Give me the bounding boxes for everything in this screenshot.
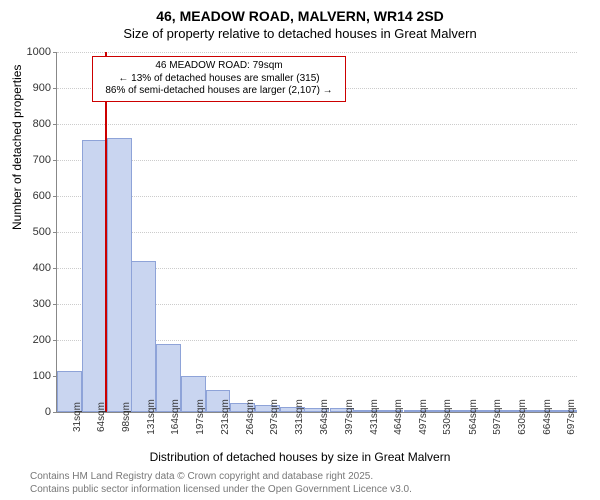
ytick-mark [53,52,57,53]
ytick-label: 300 [11,298,51,310]
footer-line-1: Contains HM Land Registry data © Crown c… [30,470,412,483]
ytick-mark [53,124,57,125]
ytick-label: 500 [11,226,51,238]
xtick-label: 630sqm [517,399,528,435]
annotation-line-1: 46 MEADOW ROAD: 79sqm [99,60,339,73]
grid-line [57,196,577,197]
xtick-label: 397sqm [344,399,355,435]
xtick-label: 564sqm [468,399,479,435]
ytick-mark [53,304,57,305]
ytick-mark [53,340,57,341]
xtick-label: 164sqm [170,399,181,435]
grid-line [57,124,577,125]
title-line-2: Size of property relative to detached ho… [0,24,600,41]
annotation-line-3: 86% of semi-detached houses are larger (… [99,85,339,98]
xtick-label: 497sqm [418,399,429,435]
ytick-label: 700 [11,154,51,166]
ytick-label: 900 [11,82,51,94]
ytick-label: 100 [11,370,51,382]
xtick-label: 364sqm [319,399,330,435]
chart-area: 01002003004005006007008009001000 46 MEAD… [56,52,576,412]
histogram-bar [82,140,107,412]
xtick-label: 98sqm [121,402,132,432]
x-axis-label: Distribution of detached houses by size … [0,450,600,464]
grid-line [57,232,577,233]
ytick-label: 800 [11,118,51,130]
grid-line [57,52,577,53]
xtick-label: 197sqm [195,399,206,435]
footer-line-2: Contains public sector information licen… [30,483,412,496]
xtick-label: 31sqm [72,402,83,432]
annotation-box: 46 MEADOW ROAD: 79sqm ← 13% of detached … [92,56,346,102]
grid-line [57,160,577,161]
ytick-label: 400 [11,262,51,274]
ytick-label: 0 [11,406,51,418]
footer: Contains HM Land Registry data © Crown c… [30,470,412,496]
ytick-mark [53,412,57,413]
xtick-label: 431sqm [369,399,380,435]
plot-region: 01002003004005006007008009001000 [56,52,577,413]
xtick-label: 331sqm [294,399,305,435]
chart-container: 46, MEADOW ROAD, MALVERN, WR14 2SD Size … [0,0,600,500]
annotation-line-2: ← 13% of detached houses are smaller (31… [99,73,339,86]
xtick-label: 697sqm [566,399,577,435]
ytick-mark [53,232,57,233]
ytick-mark [53,88,57,89]
xtick-label: 231sqm [220,399,231,435]
ytick-label: 600 [11,190,51,202]
xtick-label: 297sqm [269,399,280,435]
xtick-label: 664sqm [542,399,553,435]
xtick-label: 264sqm [245,399,256,435]
histogram-bar [107,138,132,412]
ytick-mark [53,196,57,197]
marker-line [105,52,107,412]
ytick-label: 200 [11,334,51,346]
ytick-label: 1000 [11,46,51,58]
title-line-1: 46, MEADOW ROAD, MALVERN, WR14 2SD [0,0,600,24]
xtick-label: 530sqm [442,399,453,435]
xtick-label: 597sqm [492,399,503,435]
xtick-label: 464sqm [393,399,404,435]
histogram-bar [131,261,156,412]
ytick-mark [53,268,57,269]
xtick-label: 131sqm [146,399,157,435]
xtick-label: 64sqm [96,402,107,432]
ytick-mark [53,160,57,161]
